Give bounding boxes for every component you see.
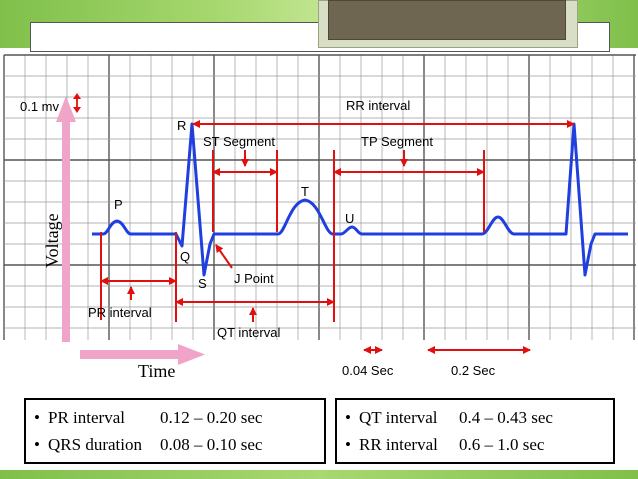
pr-interval-label: PR interval <box>88 305 152 320</box>
st-segment-label: ST Segment <box>203 134 275 149</box>
legend-value: 0.4 – 0.43 sec <box>459 407 553 427</box>
s-wave-label: S <box>198 276 207 291</box>
p-wave-label: P <box>114 197 123 212</box>
q-wave-label: Q <box>180 249 190 264</box>
bullet: • <box>34 434 40 454</box>
voltage-axis-arrow <box>56 96 76 342</box>
legend-row: • QRS duration 0.08 – 0.10 sec <box>34 431 318 458</box>
bullet: • <box>345 434 351 454</box>
legend-left-box: • PR interval 0.12 – 0.20 sec • QRS dura… <box>24 398 326 464</box>
tp-segment-label: TP Segment <box>361 134 433 149</box>
voltage-axis-label: Voltage <box>42 213 62 268</box>
grid-background <box>4 55 636 340</box>
bullet: • <box>345 407 351 427</box>
scale-small-label: 0.04 Sec <box>342 363 394 378</box>
legend-name: RR interval <box>359 434 438 454</box>
legend-row: • QT interval 0.4 – 0.43 sec <box>345 404 607 431</box>
time-axis-label: Time <box>138 361 175 381</box>
legend-row: • RR interval 0.6 – 1.0 sec <box>345 431 607 458</box>
bottom-decorative-band <box>0 470 638 479</box>
legend-name: PR interval <box>48 407 125 427</box>
legend-row: • PR interval 0.12 – 0.20 sec <box>34 404 318 431</box>
legend-value: 0.12 – 0.20 sec <box>160 407 263 427</box>
scale-large-label: 0.2 Sec <box>451 363 496 378</box>
bullet: • <box>34 407 40 427</box>
legend-name: QT interval <box>359 407 438 427</box>
t-wave-label: T <box>301 184 309 199</box>
title-panel <box>328 0 566 40</box>
legend-value: 0.6 – 1.0 sec <box>459 434 545 454</box>
annotation-lines <box>100 120 575 354</box>
u-wave-label: U <box>345 211 354 226</box>
legend-name: QRS duration <box>48 434 142 454</box>
legend-right-box: • QT interval 0.4 – 0.43 sec • RR interv… <box>335 398 615 464</box>
mv-scale-arrow <box>73 93 81 113</box>
qt-interval-label: QT interval <box>217 325 280 340</box>
j-point-pointer <box>215 244 233 269</box>
rr-interval-label: RR interval <box>346 98 410 113</box>
time-axis-arrow <box>80 344 205 365</box>
legend-value: 0.08 – 0.10 sec <box>160 434 263 454</box>
r-wave-label: R <box>177 118 186 133</box>
j-point-label: J Point <box>234 271 274 286</box>
scale-mv-label: 0.1 mv <box>20 99 60 114</box>
